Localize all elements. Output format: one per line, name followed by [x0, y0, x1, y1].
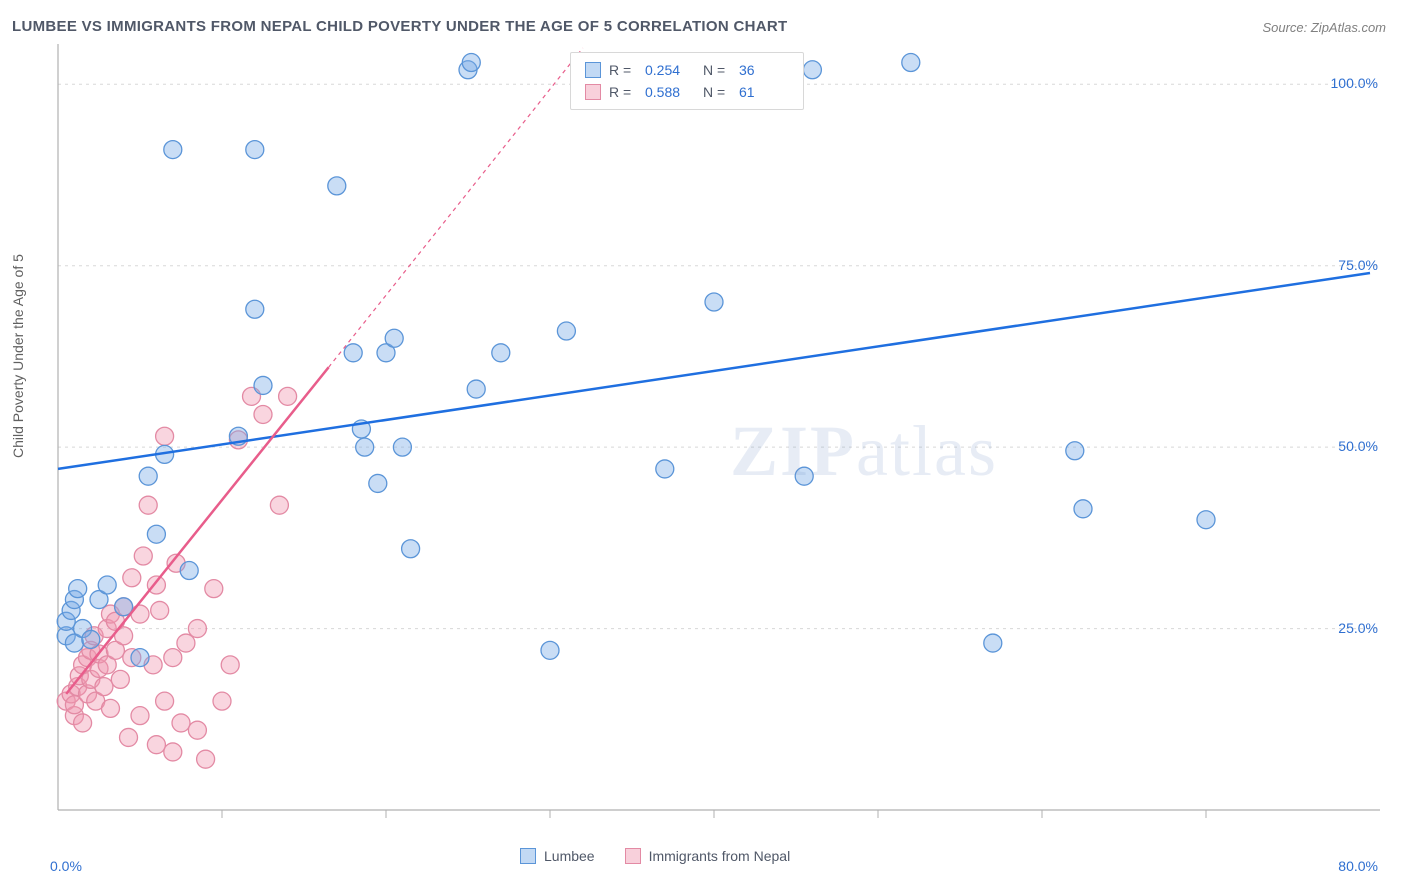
r-label: R =: [609, 81, 637, 103]
n-value-lumbee: 36: [739, 59, 789, 81]
r-label: R =: [609, 59, 637, 81]
scatter-chart: [50, 40, 1390, 850]
legend-label-nepal: Immigrants from Nepal: [649, 848, 791, 864]
swatch-lumbee-icon: [520, 848, 536, 864]
n-label: N =: [703, 59, 731, 81]
legend-item-lumbee: Lumbee: [520, 848, 595, 864]
r-value-nepal: 0.588: [645, 81, 695, 103]
r-value-lumbee: 0.254: [645, 59, 695, 81]
series-legend: Lumbee Immigrants from Nepal: [520, 848, 790, 864]
stats-row-lumbee: R = 0.254 N = 36: [585, 59, 789, 81]
swatch-nepal-icon: [625, 848, 641, 864]
stats-row-nepal: R = 0.588 N = 61: [585, 81, 789, 103]
swatch-nepal-icon: [585, 84, 601, 100]
n-value-nepal: 61: [739, 81, 789, 103]
legend-label-lumbee: Lumbee: [544, 848, 595, 864]
y-axis-label: Child Poverty Under the Age of 5: [10, 254, 26, 458]
y-tick-label: 50.0%: [1338, 438, 1378, 454]
y-tick-label: 75.0%: [1338, 257, 1378, 273]
stats-legend: R = 0.254 N = 36 R = 0.588 N = 61: [570, 52, 804, 110]
x-axis-max: 80.0%: [1338, 858, 1378, 874]
x-axis-min: 0.0%: [50, 858, 82, 874]
n-label: N =: [703, 81, 731, 103]
y-tick-label: 25.0%: [1338, 620, 1378, 636]
legend-item-nepal: Immigrants from Nepal: [625, 848, 791, 864]
chart-title: LUMBEE VS IMMIGRANTS FROM NEPAL CHILD PO…: [12, 18, 787, 35]
source-label: Source: ZipAtlas.com: [1262, 20, 1386, 35]
swatch-lumbee-icon: [585, 62, 601, 78]
y-tick-label: 100.0%: [1331, 75, 1378, 91]
